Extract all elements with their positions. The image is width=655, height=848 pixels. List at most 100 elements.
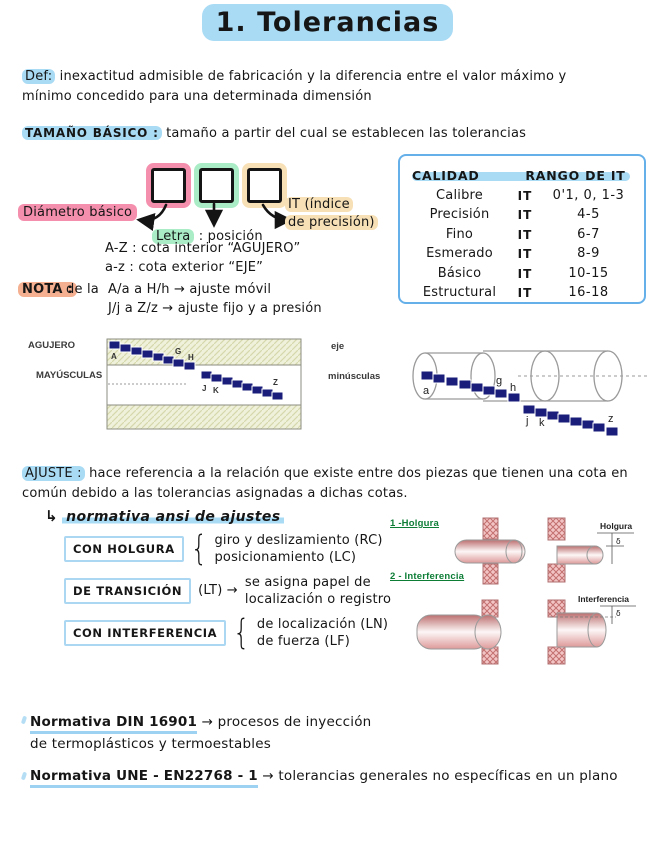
hole-letter-K: K — [213, 386, 219, 395]
basic-size-text: tamaño a partir del cual se establecen l… — [166, 126, 527, 141]
row-rango: 10-15 — [568, 265, 609, 281]
letra-label-hl: Letra — [152, 229, 195, 244]
norma-une-name: Normativa UNE - EN22768 - 1 — [30, 768, 258, 788]
letter-note-upper: A-Z : cota interior “AGUJERO” — [105, 241, 301, 256]
de-transicion-box: DE TRANSICIÓN — [64, 578, 192, 604]
nota-line1: A/a a H/h → ajuste móvil — [108, 282, 272, 297]
it-table-header-calidad: CALIDAD — [412, 167, 480, 183]
shaft-letter-h: h — [510, 382, 516, 394]
nota-label-text: NOTA : — [18, 282, 77, 297]
norma-une-text: tolerancias generales no específicas en … — [278, 768, 618, 784]
interferencia-row: CON INTERFERENCIA { de localización (LN)… — [64, 616, 388, 650]
row-calidad: Esmerado — [426, 246, 493, 262]
table-row: Fino IT 6-7 — [412, 225, 634, 245]
ajuste-line2: común debido a las tolerancias asignadas… — [22, 486, 408, 501]
row-rango: 0'1, 0, 1-3 — [552, 187, 625, 203]
interferencia-dimension-diagram: Interferencia δ — [547, 594, 636, 665]
interferencia-delta: δ — [616, 609, 621, 618]
holgura-line1: giro y deslizamiento (RC) — [214, 533, 383, 548]
ajuste-label: AJUSTE : — [22, 466, 85, 481]
table-row: Esmerado IT 8-9 — [412, 245, 634, 265]
hole-diagram-title: AGUJERO — [28, 340, 75, 351]
it-table-header-rango: RANGO DE IT — [525, 167, 626, 183]
hole-tolerance-diagram: A G H J K Z — [106, 338, 302, 430]
fits-title-interferencia: 2 - Interferencia — [390, 571, 465, 582]
row-it: IT — [517, 286, 533, 301]
shaft-letter-z: z — [608, 413, 614, 425]
hole-letter-J: J — [202, 384, 206, 393]
norma-une-block: Normativa UNE - EN22768 - 1 → tolerancia… — [30, 767, 618, 788]
shaft-letter-a: a — [423, 385, 430, 397]
table-row: Estructural IT 16-18 — [412, 284, 634, 304]
norma-une-arrow: → — [262, 768, 274, 784]
norma-din-block: Normativa DIN 16901 → procesos de inyecc… — [30, 711, 371, 755]
row-it: IT — [517, 266, 533, 281]
page-title: 1. Tolerancias — [0, 4, 655, 41]
row-calidad: Básico — [437, 265, 482, 281]
it-label-line2: de precisión) — [285, 215, 378, 230]
norma-ansi-text: normativa ansi de ajustes — [62, 509, 285, 525]
hole-letter-Z: Z — [273, 378, 278, 387]
diametro-label-text: Diámetro básico — [18, 204, 138, 221]
con-interferencia-box: CON INTERFERENCIA — [64, 620, 227, 646]
it-square — [247, 168, 282, 203]
arrow-to-diametro — [136, 203, 168, 232]
shaft-position-squares — [420, 370, 619, 437]
nota-prefix: de la — [66, 282, 99, 297]
hatch-plate — [547, 563, 566, 583]
shaft-cylinder — [454, 539, 526, 564]
ajuste-line1: hace referencia a la relación que existe… — [89, 466, 628, 481]
lower-band — [106, 404, 302, 430]
basic-size-line: TAMAÑO BÁSICO : tamaño a partir del cual… — [22, 124, 642, 143]
fits-figure: Holgura δ Interferencia δ — [416, 517, 636, 665]
interferencia-butt-diagram — [416, 599, 502, 665]
interferencia-line2: de fuerza (LF) — [256, 634, 351, 649]
hole-position-squares — [108, 340, 284, 401]
transicion-line2: localización o registro — [244, 592, 392, 607]
shaft-tolerance-diagram: a g h j k z — [412, 350, 650, 437]
ajuste-paragraph: AJUSTE : hace referencia a la relación q… — [22, 464, 642, 504]
holgura-delta: δ — [616, 537, 621, 546]
page-title-text: 1. Tolerancias — [201, 4, 454, 41]
shaft-diagram-subtitle: minúsculas — [328, 371, 381, 382]
norma-din-name: Normativa DIN 16901 — [30, 714, 198, 734]
norma-din-text2: de termoplásticos y termoestables — [30, 736, 271, 752]
it-label-line1: IT (índice — [285, 197, 353, 212]
row-it: IT — [517, 247, 533, 262]
letra-label: Letra : posición — [152, 228, 263, 246]
definition-line2: mínimo concedido para una determinada di… — [22, 89, 372, 104]
letra-label-rest: : posición — [198, 229, 263, 244]
row-rango: 8-9 — [577, 246, 600, 262]
transicion-line1: se asigna papel de — [244, 575, 371, 590]
hatch-plate — [482, 517, 499, 540]
it-label: IT (índice de precisión) — [285, 196, 378, 232]
nota-line2: J/j a Z/z → ajuste fijo y a presión — [108, 300, 322, 316]
con-holgura-box: CON HOLGURA — [64, 536, 184, 562]
nota-label: NOTA : — [18, 281, 77, 299]
hatch-plate — [547, 517, 566, 541]
holgura-dim-label: Holgura — [600, 521, 632, 531]
nota-lines: A/a a H/h → ajuste móvil J/j a Z/z → aju… — [108, 281, 322, 318]
corner-arrow-icon: ↳ — [45, 507, 58, 525]
table-row: Calibre IT 0'1, 0, 1-3 — [412, 186, 634, 206]
row-it: IT — [517, 227, 533, 242]
letter-square — [199, 168, 234, 203]
shaft-end-cap — [505, 539, 523, 564]
norma-din-arrow: → — [201, 714, 214, 730]
it-table-header: CALIDAD RANGO DE IT — [412, 165, 634, 186]
definition-paragraph: Def: inexactitud admisible de fabricació… — [22, 67, 642, 107]
norma-din-text: procesos de inyección — [217, 714, 372, 730]
definition-line1: inexactitud admisible de fabricación y l… — [59, 69, 567, 84]
hole-diagram-subtitle: MAYÚSCULAS — [36, 370, 103, 381]
interferencia-dim-label: Interferencia — [578, 594, 629, 604]
diameter-square — [151, 168, 186, 203]
letter-note-lower: a-z : cota exterior “EJE” — [105, 259, 264, 275]
basic-size-label: TAMAÑO BÁSICO : — [22, 126, 162, 140]
row-calidad: Calibre — [436, 187, 483, 203]
shaft-letter-j: j — [525, 415, 528, 427]
interferencia-line1: de localización (LN) — [256, 617, 389, 632]
holgura-row: CON HOLGURA { giro y deslizamiento (RC) … — [64, 532, 383, 566]
transicion-suffix: (LT) → — [198, 583, 238, 598]
shaft-letter-g: g — [496, 375, 502, 387]
